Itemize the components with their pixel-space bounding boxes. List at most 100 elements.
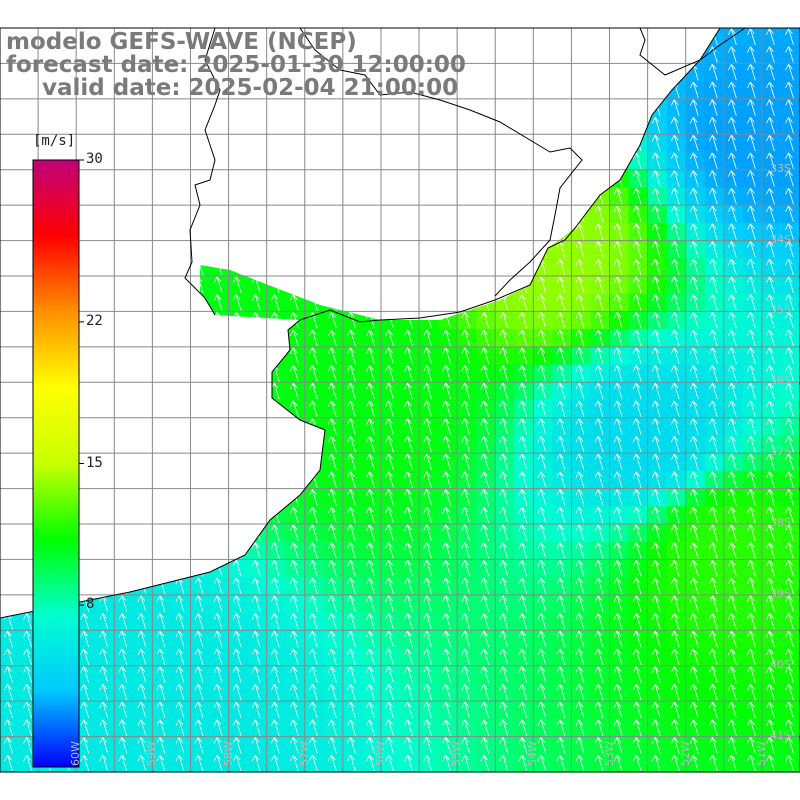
wind-cell <box>571 45 591 64</box>
wind-cell <box>304 222 325 242</box>
wind-arrow <box>175 666 185 683</box>
wind-cell <box>133 169 153 188</box>
wind-arrow <box>194 365 204 382</box>
wind-arrow <box>461 241 471 258</box>
wind-arrow <box>347 613 356 630</box>
wind-cell <box>400 293 420 312</box>
wind-cell <box>590 134 611 153</box>
wind-arrow <box>747 613 756 630</box>
wind-arrow <box>270 719 280 736</box>
wind-arrow <box>613 258 623 276</box>
wind-arrow <box>175 170 185 187</box>
wind-arrow <box>156 471 166 488</box>
wind-cell <box>609 152 630 171</box>
wind-cell <box>114 577 134 596</box>
wind-cell <box>0 116 20 135</box>
wind-arrow <box>327 719 337 736</box>
wind-cell <box>228 116 249 135</box>
wind-cell <box>381 134 401 153</box>
wind-arrow <box>156 630 166 648</box>
wind-arrow <box>670 701 680 719</box>
wind-arrow <box>480 595 490 612</box>
wind-cell <box>228 240 249 259</box>
wind-arrow <box>537 46 547 63</box>
wind-arrow <box>575 134 585 152</box>
wind-arrow <box>518 506 528 524</box>
wind-arrow <box>4 294 13 311</box>
wind-arrow <box>461 666 471 683</box>
wind-arrow <box>385 188 394 205</box>
wind-arrow <box>366 506 375 524</box>
wind-arrow <box>194 524 204 541</box>
wind-arrow <box>537 347 547 364</box>
wind-arrow <box>156 117 166 134</box>
wind-cell <box>190 311 211 330</box>
wind-arrow <box>175 436 185 453</box>
wind-arrow <box>194 648 204 665</box>
wind-cell <box>209 258 230 277</box>
wind-arrow <box>727 560 737 577</box>
wind-arrow <box>99 294 109 311</box>
wind-cell <box>0 258 20 277</box>
wind-arrow <box>270 258 280 276</box>
wind-arrow <box>689 117 699 134</box>
wind-arrow <box>518 312 528 329</box>
wind-arrow <box>480 666 490 683</box>
wind-arrow <box>289 400 299 417</box>
wind-arrow <box>727 81 737 99</box>
wind-cell <box>209 134 230 153</box>
wind-arrow <box>518 418 528 435</box>
wind-arrow <box>575 701 585 719</box>
wind-arrow <box>518 223 528 240</box>
wind-cell <box>781 116 800 135</box>
wind-arrow <box>232 329 242 347</box>
wind-arrow <box>270 436 280 453</box>
wind-arrow <box>594 471 604 488</box>
wind-arrow <box>632 117 642 134</box>
wind-arrow <box>23 347 32 364</box>
wind-arrow <box>670 382 680 400</box>
wind-cell <box>114 205 134 224</box>
wind-cell <box>171 559 191 578</box>
wind-arrow <box>537 276 547 293</box>
wind-cell <box>304 417 325 436</box>
wind-arrow <box>23 436 32 453</box>
wind-cell <box>685 45 706 64</box>
wind-arrow <box>213 329 223 347</box>
wind-arrow <box>327 560 337 577</box>
wind-cell <box>0 152 20 171</box>
wind-cell <box>419 28 439 47</box>
wind-cell <box>228 470 249 490</box>
wind-cell <box>781 364 800 383</box>
wind-arrow <box>404 754 413 772</box>
wind-arrow <box>404 134 413 152</box>
wind-arrow <box>232 99 242 116</box>
wind-cell <box>781 524 800 543</box>
wind-arrow <box>537 436 547 453</box>
wind-arrow <box>308 524 318 541</box>
wind-arrow <box>99 134 109 152</box>
wind-cell <box>114 346 134 366</box>
wind-arrow <box>347 418 356 435</box>
wind-arrow <box>594 152 604 169</box>
wind-cell <box>228 506 249 525</box>
wind-arrow <box>118 347 128 364</box>
wind-arrow <box>785 754 794 772</box>
wind-arrow <box>594 542 604 559</box>
wind-cell <box>342 276 363 295</box>
wind-arrow <box>423 542 432 559</box>
wind-cell <box>0 222 20 242</box>
wind-arrow <box>518 117 528 134</box>
wind-arrow <box>308 648 318 665</box>
wind-cell <box>476 240 496 259</box>
wind-arrow <box>442 754 452 772</box>
wind-cell <box>95 205 115 224</box>
wind-arrow <box>232 241 242 258</box>
wind-cell <box>171 346 191 366</box>
wind-cell <box>152 187 172 206</box>
wind-arrow <box>766 560 775 577</box>
wind-arrow <box>518 241 528 258</box>
wind-arrow <box>99 99 109 116</box>
wind-cell <box>133 98 153 118</box>
wind-cell <box>0 98 20 118</box>
